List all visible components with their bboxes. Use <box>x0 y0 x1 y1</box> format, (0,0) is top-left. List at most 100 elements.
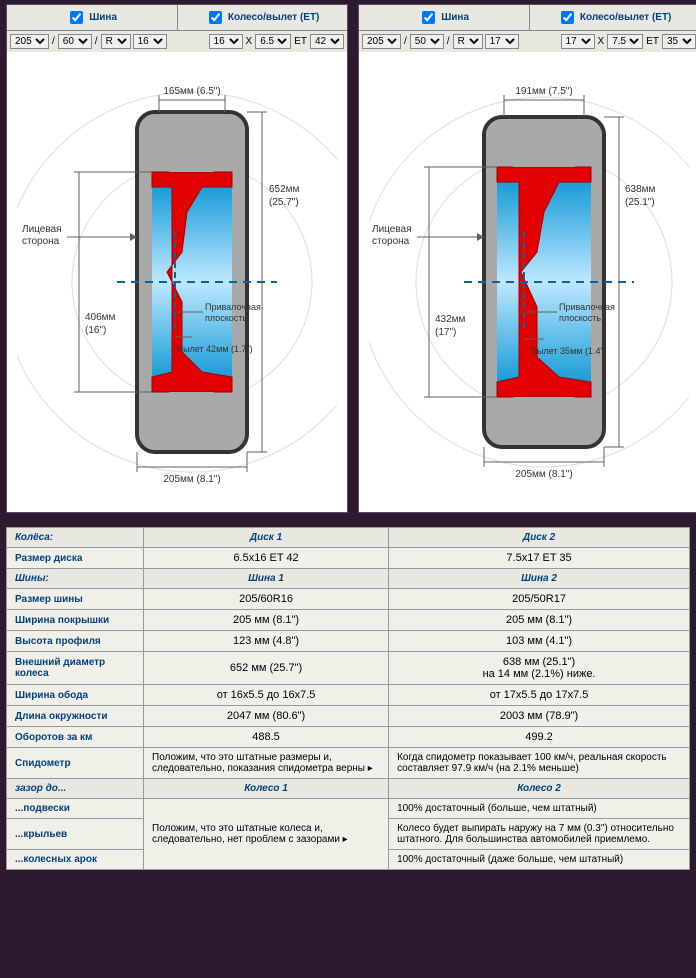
circum-label: Длина окружности <box>7 706 144 727</box>
tire-aspect-select-2[interactable]: 50 <box>410 34 444 49</box>
sep-et: ET <box>293 36 308 47</box>
susp-2: 100% достаточный (больше, чем штатный) <box>389 799 690 819</box>
rpm-1: 488.5 <box>144 727 389 748</box>
speedo-2: Когда спидометр показывает 100 км/ч, реа… <box>389 748 690 779</box>
wheel-checkbox-2[interactable] <box>561 11 574 24</box>
tread-width-1: 205 мм (8.1") <box>144 610 389 631</box>
wheel-diam-select-2[interactable]: 17 <box>561 34 595 49</box>
face-label2-2: сторона <box>372 236 410 247</box>
wheel-et-select-1[interactable]: 42 <box>310 34 344 49</box>
outer-diam-1: 652 мм (25.7") <box>144 652 389 685</box>
offset-label-1: Вылет 42мм (1.7") <box>177 344 253 354</box>
circum-1: 2047 мм (80.6") <box>144 706 389 727</box>
rpm-label: Оборотов за км <box>7 727 144 748</box>
tire-header-label-2: Шина <box>441 12 469 23</box>
sep-x: X <box>245 36 254 47</box>
rim-width-1: от 16x5.5 до 16x7.5 <box>144 685 389 706</box>
arch-label: ...колесных арок <box>7 850 144 870</box>
wheel-diagram-svg-2: 191мм (7.5") 638мм (25.1") 432мм (17") Л… <box>369 72 689 492</box>
mount-label1-1: Привалочная <box>205 302 261 312</box>
rim-width-2: от 17x5.5 до 17x7.5 <box>389 685 690 706</box>
wheel-width-select-2[interactable]: 7.5 <box>607 34 643 49</box>
tire-checkbox-1[interactable] <box>70 11 83 24</box>
tire-checkbox-2[interactable] <box>422 11 435 24</box>
profile-label: Высота профиля <box>7 631 144 652</box>
face-label1-2: Лицевая <box>372 224 412 235</box>
outer-diam-label: Внешний диаметр колеса <box>7 652 144 685</box>
tire-aspect-select-1[interactable]: 60 <box>58 34 92 49</box>
susp-label: ...подвески <box>7 799 144 819</box>
inner-diam-in-2: (17") <box>435 327 456 338</box>
tire-size-1: 205/60R16 <box>144 589 389 610</box>
tire-size-label: Размер шины <box>7 589 144 610</box>
outer-diam-in-1: (25.7") <box>269 197 299 208</box>
speedo-1: Положим, что это штатные размеры и, след… <box>144 748 389 779</box>
disk1-hdr: Диск 1 <box>144 528 389 548</box>
profile-1: 123 мм (4.8") <box>144 631 389 652</box>
tire1-hdr: Шина 1 <box>144 569 389 589</box>
profile-2: 103 мм (4.1") <box>389 631 690 652</box>
arch-2: 100% достаточный (даже больше, чем штатн… <box>389 850 690 870</box>
mount-label2-2: плоскость <box>559 313 601 323</box>
rpm-2: 499.2 <box>389 727 690 748</box>
wheel-checkbox-1[interactable] <box>209 11 222 24</box>
panel-2-header: Шина Колесо/вылет (ET) <box>359 5 696 31</box>
tire-size-2: 205/50R17 <box>389 589 690 610</box>
face-label1-1: Лицевая <box>22 224 62 235</box>
wheel1-hdr: Колесо 1 <box>144 779 389 799</box>
rim-width-label-1: 165мм (6.5") <box>163 86 220 97</box>
fender-label: ...крыльев <box>7 819 144 850</box>
tire-width-label-1: 205мм (8.1") <box>163 474 220 485</box>
tire-rim-prefix-select-2[interactable]: R <box>453 34 483 49</box>
outer-diam-label-2: 638мм <box>625 184 656 195</box>
tire-width-select-2[interactable]: 205 <box>362 34 401 49</box>
wheel-et-select-2[interactable]: 35 <box>662 34 696 49</box>
inner-diam-in-1: (16") <box>85 325 106 336</box>
offset-label-2: Вылет 35мм (1.4") <box>531 346 607 356</box>
tire-header-cell: Шина <box>7 5 178 30</box>
tire-rim-prefix-select-1[interactable]: R <box>101 34 131 49</box>
panel-1-controls: 205 / 60 / R 16 16 X 6.5 ET 42 <box>7 31 347 52</box>
wheels-hdr: Колёса: <box>7 528 144 548</box>
diagram-1: 165мм (6.5") 652мм (25.7") 406мм (16") Л… <box>7 52 347 512</box>
disk-size-1: 6.5x16 ET 42 <box>144 548 389 569</box>
wheel2-hdr: Колесо 2 <box>389 779 690 799</box>
mount-label1-2: Привалочная <box>559 302 615 312</box>
panel-2: Шина Колесо/вылет (ET) 205 / 50 / R 17 1… <box>358 4 696 513</box>
wheel-header-cell-2: Колесо/вылет (ET) <box>530 5 696 30</box>
wheel-diagram-svg-1: 165мм (6.5") 652мм (25.7") 406мм (16") Л… <box>17 72 337 492</box>
outer-diam-label-1: 652мм <box>269 184 300 195</box>
fender-2: Колесо будет выпирать наружу на 7 мм (0.… <box>389 819 690 850</box>
clearance-hdr: зазор до... <box>7 779 144 799</box>
inner-diam-label-1: 406мм <box>85 312 116 323</box>
rim-width-label-2: 191мм (7.5") <box>515 86 572 97</box>
tire-width-select-1[interactable]: 205 <box>10 34 49 49</box>
fender-1: Положим, что это штатные колеса и, следо… <box>144 799 389 870</box>
circum-2: 2003 мм (78.9") <box>389 706 690 727</box>
wheel-header-cell: Колесо/вылет (ET) <box>178 5 348 30</box>
panel-1: Шина Колесо/вылет (ET) 205 / 60 / R 16 1… <box>6 4 348 513</box>
face-label2-1: сторона <box>22 236 60 247</box>
inner-diam-label-2: 432мм <box>435 314 466 325</box>
diagram-2: 191мм (7.5") 638мм (25.1") 432мм (17") Л… <box>359 52 696 512</box>
wheel-diam-select-1[interactable]: 16 <box>209 34 243 49</box>
wheel-width-select-1[interactable]: 6.5 <box>255 34 291 49</box>
tire-header-cell-2: Шина <box>359 5 530 30</box>
tire-rim-select-1[interactable]: 16 <box>133 34 167 49</box>
top-panels: Шина Колесо/вылет (ET) 205 / 60 / R 16 1… <box>0 0 696 517</box>
outer-diam-2: 638 мм (25.1") на 14 мм (2.1%) ниже. <box>389 652 690 685</box>
wheel-header-label-2: Колесо/вылет (ET) <box>580 12 672 23</box>
tire2-hdr: Шина 2 <box>389 569 690 589</box>
mount-label2-1: плоскость <box>205 313 247 323</box>
outer-diam-in-2: (25.1") <box>625 197 655 208</box>
tire-rim-select-2[interactable]: 17 <box>485 34 519 49</box>
disk2-hdr: Диск 2 <box>389 528 690 548</box>
tires-hdr: Шины: <box>7 569 144 589</box>
disk-size-2: 7.5x17 ET 35 <box>389 548 690 569</box>
rim-width-label: Ширина обода <box>7 685 144 706</box>
sep-slash: / <box>51 36 56 47</box>
tread-width-label: Ширина покрышки <box>7 610 144 631</box>
speedo-label: Спидометр <box>7 748 144 779</box>
sep-slash: / <box>94 36 99 47</box>
panel-1-header: Шина Колесо/вылет (ET) <box>7 5 347 31</box>
